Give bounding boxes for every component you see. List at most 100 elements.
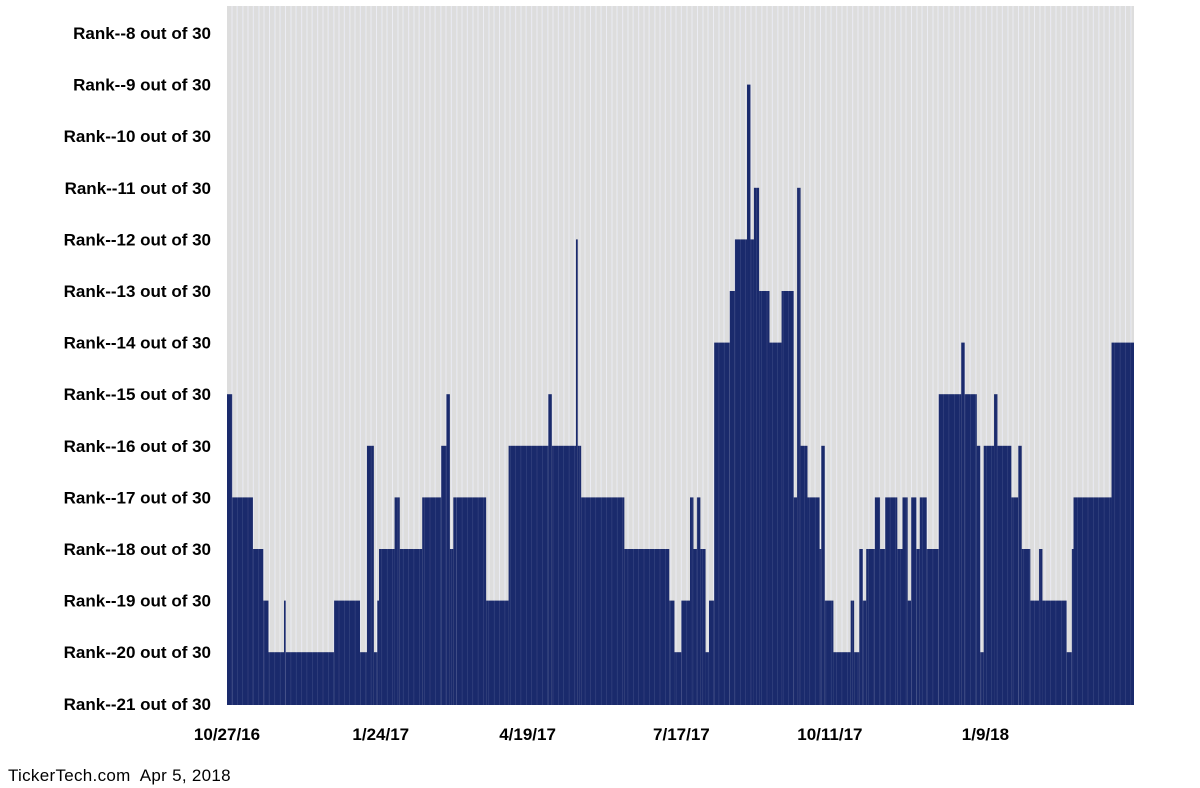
y-tick-label: Rank--10 out of 30 xyxy=(64,127,211,146)
rank-bar xyxy=(1030,600,1039,705)
rank-bar xyxy=(705,652,710,705)
rank-bar xyxy=(449,549,454,705)
rank-bar xyxy=(441,445,447,705)
rank-bar xyxy=(819,549,822,705)
rank-bar xyxy=(379,549,395,705)
rank-bar xyxy=(696,497,701,705)
rank-bar xyxy=(674,652,682,705)
footer-date: Apr 5, 2018 xyxy=(139,766,231,785)
rank-bar xyxy=(456,497,487,705)
rank-bar xyxy=(581,497,625,705)
rank-bar xyxy=(907,600,912,705)
rank-bar xyxy=(709,600,715,705)
rank-bar xyxy=(551,445,576,705)
rank-bar xyxy=(548,394,552,705)
rank-bar xyxy=(964,394,977,705)
rank-bar xyxy=(284,600,286,705)
rank-bar xyxy=(759,291,770,705)
x-axis-tick-labels: 10/27/16 1/24/17 4/19/17 7/17/17 10/11/17 1/9… xyxy=(194,725,1009,744)
rank-bar xyxy=(624,549,670,705)
rank-bar xyxy=(446,394,450,705)
rank-bar xyxy=(399,549,423,705)
rank-bar xyxy=(880,549,886,705)
rank-bar xyxy=(916,549,920,705)
y-tick-label: Rank--18 out of 30 xyxy=(64,540,211,559)
y-tick-label: Rank--21 out of 30 xyxy=(64,695,211,714)
y-tick-label: Rank--12 out of 30 xyxy=(64,230,211,249)
rank-bar xyxy=(1018,445,1022,705)
footer-source: TickerTech.com xyxy=(8,766,131,785)
rank-bar xyxy=(714,342,730,705)
x-tick-label: 7/17/17 xyxy=(653,725,710,744)
rank-bar xyxy=(1066,652,1072,705)
rank-bar xyxy=(854,652,860,705)
rank-bar xyxy=(1071,549,1074,705)
rank-bar xyxy=(690,497,694,705)
y-tick-label: Rank--8 out of 30 xyxy=(73,24,211,43)
rank-bar xyxy=(227,394,233,705)
x-tick-label: 10/11/17 xyxy=(797,725,862,744)
rank-bar xyxy=(729,291,735,705)
rank-bar xyxy=(926,549,939,705)
rank-bar xyxy=(577,445,582,705)
x-tick-label: 10/27/16 xyxy=(194,725,260,744)
x-tick-label: 1/24/17 xyxy=(352,725,409,744)
rank-bar xyxy=(750,239,754,705)
x-tick-label: 1/9/18 xyxy=(962,725,1009,744)
rank-bar xyxy=(360,652,367,705)
rank-bar xyxy=(693,549,697,705)
plot-background xyxy=(227,6,1134,705)
rank-bar xyxy=(263,600,269,705)
rank-bar xyxy=(807,497,820,705)
rank-bar xyxy=(285,652,335,705)
rank-bar xyxy=(997,445,1012,705)
rank-bar xyxy=(422,497,442,705)
rank-bar xyxy=(938,394,962,705)
rank-bar xyxy=(1111,342,1134,705)
y-tick-label: Rank--9 out of 30 xyxy=(73,76,211,95)
rank-bar xyxy=(1021,549,1031,705)
rank-bar xyxy=(902,497,908,705)
x-tick-label: 4/19/17 xyxy=(499,725,556,744)
rank-bar xyxy=(734,239,748,705)
y-tick-label: Rank--13 out of 30 xyxy=(64,282,211,301)
y-tick-label: Rank--14 out of 30 xyxy=(64,334,211,353)
rank-bar xyxy=(486,600,509,705)
rank-bar xyxy=(781,291,794,705)
rank-bar xyxy=(252,549,264,705)
rank-bar xyxy=(983,445,995,705)
rank-bar xyxy=(268,652,285,705)
rank-bar xyxy=(681,600,690,705)
rank-bar xyxy=(885,497,898,705)
rank-bar xyxy=(976,445,981,705)
y-tick-label: Rank--11 out of 30 xyxy=(65,179,211,198)
rank-bar xyxy=(377,600,380,705)
y-tick-label: Rank--15 out of 30 xyxy=(64,385,211,404)
y-tick-label: Rank--16 out of 30 xyxy=(64,437,211,456)
rank-bar xyxy=(980,652,984,705)
rank-bar xyxy=(866,549,875,705)
rank-bar xyxy=(669,600,675,705)
rank-bar xyxy=(961,342,965,705)
rank-bar xyxy=(232,497,253,705)
y-tick-label: Rank--20 out of 30 xyxy=(64,643,211,662)
rank-bar xyxy=(824,600,834,705)
rank-bar xyxy=(753,187,760,706)
rank-bar xyxy=(747,84,751,706)
rank-bar xyxy=(394,497,400,705)
rank-bar xyxy=(874,497,881,705)
rank-bar xyxy=(821,445,825,705)
rank-bar xyxy=(850,600,855,705)
y-tick-label: Rank--19 out of 30 xyxy=(64,592,211,611)
rank-bar xyxy=(453,497,457,705)
rank-bar xyxy=(334,600,361,705)
rank-bar xyxy=(1038,549,1043,705)
rank-bar xyxy=(700,549,706,705)
rank-bar xyxy=(373,652,378,705)
rank-bar xyxy=(575,239,578,705)
rank-bar xyxy=(508,445,549,705)
rank-bar xyxy=(919,497,927,705)
chart-footer: TickerTech.com Apr 5, 2018 xyxy=(8,766,231,786)
rank-bar xyxy=(833,652,851,705)
rank-bar xyxy=(1011,497,1019,705)
